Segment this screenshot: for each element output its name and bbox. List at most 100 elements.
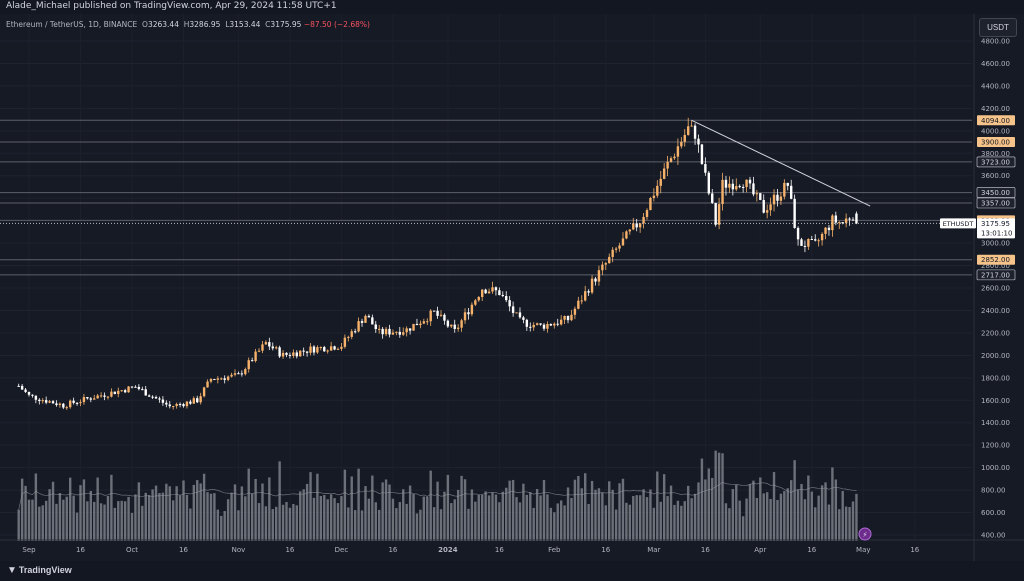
candle-body xyxy=(752,183,755,195)
volume-bar xyxy=(446,474,450,541)
candle-body xyxy=(573,308,577,315)
volume-bar xyxy=(783,491,786,541)
volume-bar xyxy=(755,497,759,541)
candle-body xyxy=(141,389,144,391)
candle-body xyxy=(522,317,525,320)
y-tick-label: 400.00 xyxy=(981,532,1006,540)
volume-bar xyxy=(820,485,824,541)
candle-body xyxy=(99,395,103,397)
volume-bar xyxy=(275,506,278,541)
volume-bar xyxy=(470,489,474,541)
volume-bar xyxy=(563,505,566,541)
candle-body xyxy=(130,386,134,388)
level-label: 2852.00 xyxy=(981,256,1010,264)
candle-body xyxy=(635,223,638,228)
y-tick-label: 1800.00 xyxy=(981,374,1010,382)
symbol-tag: ETHUSDT xyxy=(943,220,974,228)
candle-body xyxy=(168,404,171,407)
candle-body xyxy=(412,323,415,331)
volume-bar xyxy=(412,493,415,541)
volume-bar xyxy=(405,503,408,541)
candle-body xyxy=(323,347,326,352)
volume-bar xyxy=(505,487,508,541)
volume-bar xyxy=(759,477,762,541)
volume-bar xyxy=(731,489,735,541)
candle-body xyxy=(364,315,367,323)
volume-bar xyxy=(645,497,649,541)
candle-body xyxy=(27,391,31,395)
y-tick-label: 3800.00 xyxy=(981,150,1010,158)
x-tick-label: Oct xyxy=(126,546,138,554)
volume-bar xyxy=(367,498,371,541)
volume-bar xyxy=(546,494,549,541)
candle-body xyxy=(244,369,247,375)
candle-body xyxy=(625,231,628,239)
volume-bar xyxy=(590,480,594,541)
volume-bar xyxy=(429,470,432,541)
level-label-box xyxy=(977,115,1015,126)
y-tick-label: 4200.00 xyxy=(981,105,1010,113)
volume-bar xyxy=(250,493,254,541)
candle-body xyxy=(649,197,652,211)
candle-body xyxy=(577,300,580,309)
candle-body xyxy=(257,350,261,352)
y-tick-label: 2400.00 xyxy=(981,307,1010,315)
candle-body xyxy=(841,222,844,224)
candle-body xyxy=(209,379,213,382)
candle-body xyxy=(783,182,786,197)
candle-body xyxy=(515,312,518,314)
volume-bar xyxy=(728,508,731,541)
volume-bar xyxy=(343,469,347,541)
candle-body xyxy=(93,398,96,400)
alert-icon[interactable]: ⚡ xyxy=(858,527,872,541)
volume-bar xyxy=(553,512,556,541)
volume-bar xyxy=(474,501,477,541)
volume-bar xyxy=(398,502,401,541)
candle-body xyxy=(357,321,360,332)
volume-bar xyxy=(508,480,511,541)
volume-bar xyxy=(381,482,384,541)
volume-bar xyxy=(141,505,144,541)
candle-body xyxy=(676,146,680,157)
volume-bar xyxy=(597,488,601,541)
price-chart[interactable]: 4800.00 4600.00 4400.00 4200.00 4000.00 3800.… xyxy=(0,14,1024,561)
volume-bar xyxy=(724,503,728,541)
volume-bar xyxy=(577,476,580,541)
volume-bar xyxy=(481,494,484,541)
candle-body xyxy=(659,178,662,186)
level-label-box xyxy=(977,137,1015,148)
volume-bar xyxy=(384,479,388,541)
candle-body xyxy=(501,295,504,297)
volume-bar xyxy=(165,483,168,541)
volume-bar xyxy=(151,489,154,541)
volume-bar xyxy=(700,458,704,541)
candle-body xyxy=(748,179,752,184)
candle-body xyxy=(803,245,807,247)
candle-body xyxy=(316,347,319,353)
candle-body xyxy=(786,182,789,186)
candle-body xyxy=(556,323,559,325)
volume-bar xyxy=(93,501,96,541)
volume-bar xyxy=(316,473,319,541)
candle-body xyxy=(371,317,374,325)
volume-bar xyxy=(175,486,178,541)
candle-body xyxy=(178,403,182,405)
volume-bar xyxy=(278,461,281,541)
candle-body xyxy=(697,138,700,145)
tradingview-logo[interactable]: ▼ TradingView xyxy=(7,565,72,576)
volume-bar xyxy=(807,475,810,541)
candle-body xyxy=(113,391,117,395)
candle-body xyxy=(721,179,724,205)
volume-bar xyxy=(172,500,175,541)
volume-bar xyxy=(776,499,779,541)
candle-body xyxy=(312,346,316,353)
volume-bar xyxy=(532,507,535,541)
currency-button[interactable]: USDT xyxy=(979,18,1017,37)
candle-body xyxy=(144,389,147,396)
volume-bar xyxy=(487,495,491,541)
volume-bar xyxy=(649,489,652,541)
horizontal-levels xyxy=(0,119,972,276)
volume-bar xyxy=(467,508,470,541)
volume-bar xyxy=(827,504,831,541)
volume-bar xyxy=(168,486,171,541)
